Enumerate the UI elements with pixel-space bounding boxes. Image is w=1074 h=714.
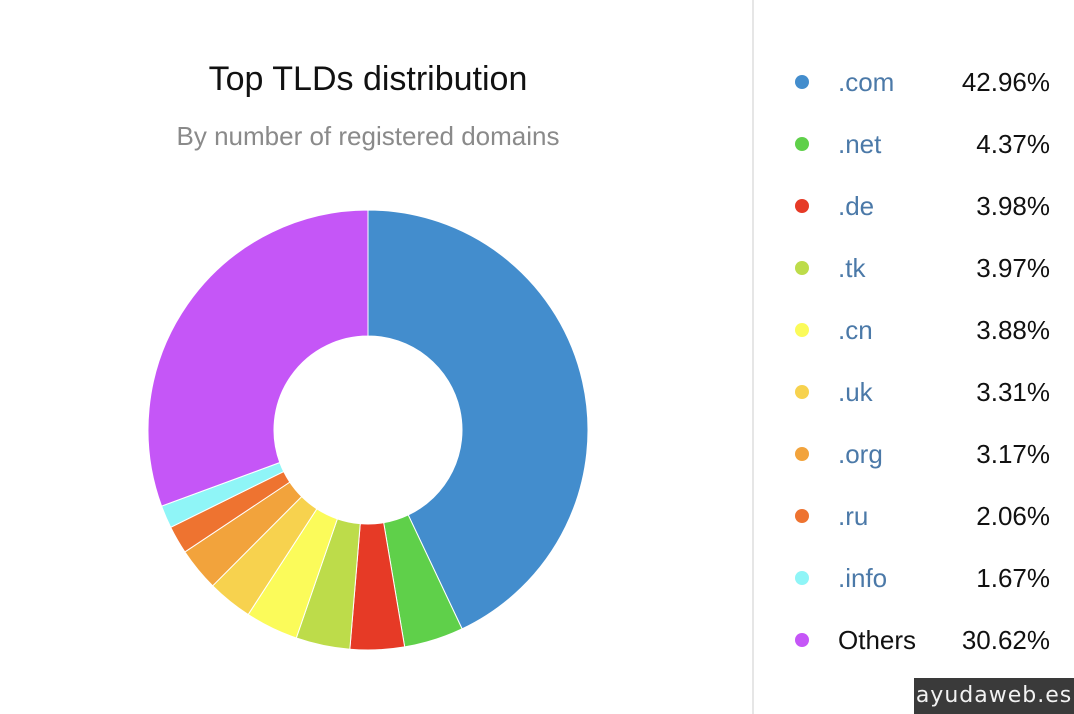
donut-chart: [147, 209, 589, 651]
legend-item-tk[interactable]: .tk 3.97%: [754, 248, 1074, 288]
legend-marker: [795, 199, 809, 213]
legend-value: 2.06%: [976, 501, 1050, 531]
legend-item-net[interactable]: .net 4.37%: [754, 124, 1074, 164]
legend-marker: [795, 633, 809, 647]
legend-item-ru[interactable]: .ru 2.06%: [754, 496, 1074, 536]
panel-divider: [752, 0, 754, 714]
legend-label: Others: [838, 625, 917, 655]
legend-item-others[interactable]: Others 30.62%: [754, 620, 1074, 660]
watermark: ayudaweb.es: [914, 678, 1074, 714]
legend-value: 3.98%: [976, 191, 1050, 221]
legend-value: 3.97%: [976, 253, 1050, 283]
legend-label: .net: [838, 129, 882, 159]
legend-value: 4.37%: [976, 129, 1050, 159]
legend-label: .info: [838, 563, 888, 593]
legend-value: 30.62%: [961, 625, 1050, 655]
legend-marker: [795, 261, 809, 275]
legend-label: .tk: [838, 253, 866, 283]
legend-label: .ru: [838, 501, 869, 531]
chart-subtitle: By number of registered domains: [176, 121, 560, 151]
legend-label: .com: [838, 67, 895, 97]
chart-legend: .com 42.96% .net 4.37% .de 3.98% .tk 3.97% .cn 3.…: [754, 0, 1074, 714]
legend-item-com[interactable]: .com 42.96%: [754, 62, 1074, 102]
legend-value: 3.88%: [976, 315, 1050, 345]
legend-marker: [795, 447, 809, 461]
legend-item-org[interactable]: .org 3.17%: [754, 434, 1074, 474]
legend-value: 1.67%: [976, 563, 1050, 593]
legend-marker: [795, 75, 809, 89]
legend-label: .de: [838, 191, 875, 221]
legend-item-cn[interactable]: .cn 3.88%: [754, 310, 1074, 350]
legend-marker: [795, 385, 809, 399]
pie-slice-com[interactable]: [367, 209, 589, 630]
legend-item-de[interactable]: .de 3.98%: [754, 186, 1074, 226]
legend-item-uk[interactable]: .uk 3.31%: [754, 372, 1074, 412]
legend-marker: [795, 137, 809, 151]
legend-value: 3.31%: [976, 377, 1050, 407]
legend-marker: [795, 323, 809, 337]
pie-slice-others[interactable]: [147, 209, 369, 507]
legend-item-info[interactable]: .info 1.67%: [754, 558, 1074, 598]
legend-label: .uk: [838, 377, 873, 407]
legend-label: .cn: [838, 315, 873, 345]
chart-panel: Top TLDs distribution By number of regis…: [147, 60, 589, 651]
legend-label: .org: [838, 439, 883, 469]
legend-value: 42.96%: [961, 67, 1050, 97]
chart-title: Top TLDs distribution: [208, 60, 528, 98]
legend-marker: [795, 509, 809, 523]
legend-marker: [795, 571, 809, 585]
legend-value: 3.17%: [976, 439, 1050, 469]
